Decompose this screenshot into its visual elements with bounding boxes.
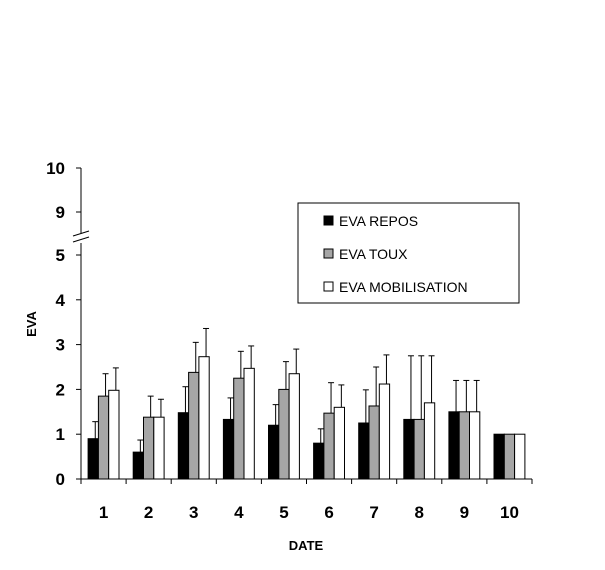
bar [503, 433, 516, 480]
y-tick-label: 1 [56, 425, 65, 444]
chart-legend: EVA REPOS EVA TOUX EVA MOBILISATION [297, 202, 520, 304]
x-tick-label: 2 [144, 503, 153, 522]
bar [458, 411, 471, 480]
bar [514, 433, 526, 480]
legend-swatch [323, 281, 334, 292]
bar [132, 451, 144, 480]
legend-swatch [323, 215, 334, 226]
legend-label: EVA TOUX [339, 246, 408, 262]
y-tick-label: 2 [56, 380, 65, 399]
bar [97, 395, 110, 480]
bar [413, 418, 425, 480]
bar [423, 402, 436, 480]
x-tick-label: 6 [324, 503, 333, 522]
bar [108, 389, 120, 480]
x-tick-label: 1 [99, 503, 108, 522]
y-tick-label: 4 [56, 291, 66, 310]
legend-swatch [323, 248, 334, 259]
y-tick-label: 9 [56, 203, 65, 222]
x-tick-label: 8 [415, 503, 424, 522]
bar [323, 412, 335, 480]
y-tick-label: 3 [56, 336, 65, 355]
bar [268, 424, 280, 480]
bar [278, 388, 290, 480]
bar [177, 412, 190, 480]
axis-break-mark-lower [72, 236, 90, 243]
bar [358, 422, 370, 480]
axis-break-mark-upper [72, 230, 90, 237]
x-axis-title: DATE [289, 538, 324, 553]
x-tick-label: 4 [234, 503, 244, 522]
x-tick-label: 5 [279, 503, 288, 522]
bar [333, 406, 346, 480]
bar [378, 383, 391, 480]
y-axis-title: EVA [24, 311, 39, 337]
bar [493, 433, 505, 480]
x-tick-label: 10 [500, 503, 519, 522]
bar [87, 438, 99, 480]
bar [368, 405, 380, 480]
bar [288, 373, 300, 480]
bar [188, 371, 200, 480]
x-tick-label: 3 [189, 503, 198, 522]
bar [198, 356, 210, 480]
bar [233, 377, 245, 480]
chart-tick-labels: 0 1 2 3 4 5 9 10 1 2 3 4 5 6 7 8 9 10 [46, 159, 519, 522]
y-tick-label: 5 [56, 246, 65, 265]
bar [153, 416, 165, 480]
legend-box [297, 202, 520, 304]
bar [448, 411, 460, 480]
bar [243, 367, 255, 480]
chart-error-bars [92, 327, 480, 453]
bar [403, 418, 415, 480]
legend-label: EVA MOBILISATION [339, 279, 468, 295]
bar [313, 442, 325, 480]
bar [143, 416, 155, 480]
x-tick-label: 7 [369, 503, 378, 522]
legend-label: EVA REPOS [339, 213, 418, 229]
y-tick-label: 0 [56, 470, 65, 489]
bar [222, 418, 235, 480]
y-tick-label: 10 [46, 159, 65, 178]
x-tick-label: 9 [460, 503, 469, 522]
chart-bars [87, 356, 526, 480]
bar [469, 411, 481, 480]
